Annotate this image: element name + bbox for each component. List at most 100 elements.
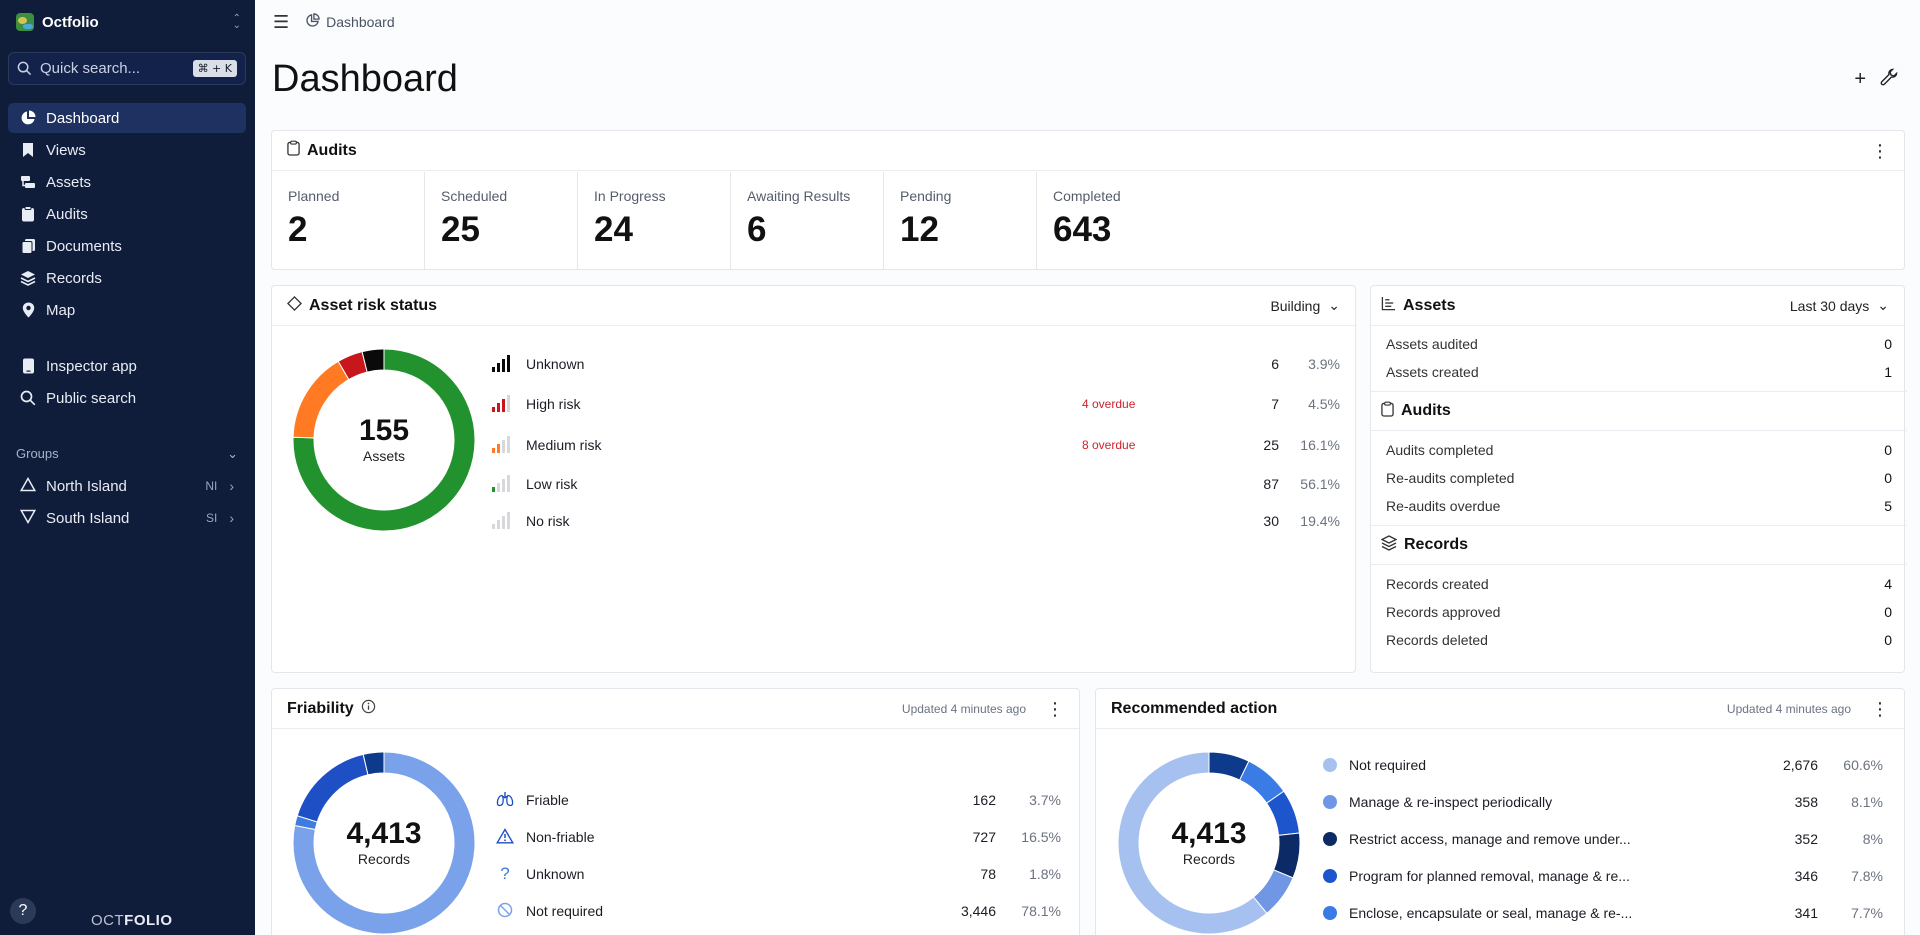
legend-count: 352 [1794,831,1818,847]
more-vertical-icon[interactable]: ⋮ [1871,698,1889,719]
building-filter[interactable]: Building ⌄ [1270,297,1340,314]
workspace-switcher[interactable]: Octfolio ⌃ ⌄ [16,12,241,32]
stat-planned[interactable]: Planned 2 [272,172,425,270]
layers-icon [1380,534,1398,556]
clipboard-icon [20,206,36,222]
risk-row-unknown[interactable]: Unknown 6 3.9% [492,353,1340,375]
risk-percent: 56.1% [1300,476,1340,492]
info-icon[interactable] [361,699,376,719]
kv-label: Assets created [1386,364,1479,380]
help-button[interactable]: ? [10,898,36,924]
risk-count: 7 [1271,396,1279,412]
legend-count: 78 [980,866,996,882]
friability-row-not-required[interactable]: Not required 3,446 78.1% [496,900,1061,922]
kv-row: Records approved 0 [1386,604,1892,620]
group-item-south-island[interactable]: South Island SI › [8,503,246,533]
risk-row-high[interactable]: High risk 4 overdue 7 4.5% [492,393,1340,415]
sidebar-item-label: Documents [46,237,122,255]
legend-label: Not required [526,903,604,919]
kv-row: Assets created 1 [1386,364,1892,380]
period-filter[interactable]: Last 30 days ⌄ [1790,297,1889,314]
group-item-north-island[interactable]: North Island NI › [8,471,246,501]
legend-percent: 78.1% [1021,903,1061,919]
stat-completed[interactable]: Completed 643 [1037,172,1190,270]
sidebar-item-public-search[interactable]: Public search [8,383,246,413]
kv-row: Re-audits completed 0 [1386,470,1892,486]
legend-label: Not required [1349,757,1427,773]
kv-label: Audits completed [1386,442,1494,458]
kv-value: 0 [1884,442,1892,458]
menu-icon[interactable]: ☰ [273,11,290,32]
donut-slice[interactable] [361,348,385,373]
clipboard-icon [287,140,300,161]
friability-row-friable[interactable]: Friable 162 3.7% [496,789,1061,811]
stat-scheduled[interactable]: Scheduled 25 [425,172,578,270]
diamond-icon [287,295,302,316]
groups-section-toggle[interactable]: Groups ⌄ [16,446,238,462]
risk-percent: 4.5% [1308,396,1340,412]
sidebar-item-inspector-app[interactable]: Inspector app [8,351,246,381]
friability-row-unknown[interactable]: ? Unknown 78 1.8% [496,863,1061,885]
stat-label: Awaiting Results [747,188,851,204]
more-vertical-icon[interactable]: ⋮ [1046,698,1064,719]
clipboard-icon [1381,401,1394,422]
add-icon[interactable]: + [1854,68,1866,90]
assets-icon [20,174,36,190]
pie-chart-outline-icon [305,13,320,31]
stat-label: Completed [1053,188,1121,204]
more-vertical-icon[interactable]: ⋮ [1871,140,1889,161]
stat-pending[interactable]: Pending 12 [884,172,1037,270]
risk-row-none[interactable]: No risk 30 19.4% [492,510,1340,532]
sidebar-item-map[interactable]: Map [8,295,246,325]
action-donut [1117,751,1301,935]
legend-count: 346 [1794,868,1818,884]
asset-risk-header: Asset risk status Building ⌄ [272,286,1355,326]
sidebar-item-label: Map [46,301,76,319]
wrench-icon[interactable] [1880,68,1898,92]
recommended-action-header: Recommended action Updated 4 minutes ago… [1096,689,1904,729]
breadcrumb[interactable]: Dashboard [326,14,395,30]
quick-search[interactable]: Quick search... ⌘ + K [8,52,246,85]
action-row[interactable]: Not required 2,676 60.6% [1323,754,1883,776]
risk-overdue[interactable]: 4 overdue [1082,397,1136,411]
donut-slice[interactable] [292,751,476,935]
sidebar-item-views[interactable]: Views [8,135,246,165]
donut-slice[interactable] [296,753,369,823]
donut-slice[interactable] [1117,751,1268,935]
signal-bars-icon [492,354,512,375]
risk-row-medium[interactable]: Medium risk 8 overdue 25 16.1% [492,434,1340,456]
action-row[interactable]: Manage & re-inspect periodically 358 8.1… [1323,791,1883,813]
kv-value: 5 [1884,498,1892,514]
section-title: Records [1404,536,1469,553]
kv-row: Assets audited 0 [1386,336,1892,352]
action-row[interactable]: Enclose, encapsulate or seal, manage & r… [1323,902,1883,924]
donut-total: 4,413 [346,817,422,850]
legend-percent: 16.5% [1021,829,1061,845]
sidebar-item-audits[interactable]: Audits [8,199,246,229]
action-row[interactable]: Restrict access, manage and remove under… [1323,828,1883,850]
stat-value: 24 [594,210,633,249]
sidebar-item-assets[interactable]: Assets [8,167,246,197]
donut-slice[interactable] [362,751,385,776]
kv-label: Records deleted [1386,632,1488,648]
kv-row: Records deleted 0 [1386,632,1892,648]
stat-awaiting-results[interactable]: Awaiting Results 6 [731,172,884,270]
sidebar-item-documents[interactable]: Documents [8,231,246,261]
legend-label: Manage & re-inspect periodically [1349,794,1553,810]
risk-name: Low risk [526,476,578,492]
friability-row-non-friable[interactable]: Non-friable 727 16.5% [495,826,1061,848]
search-placeholder: Quick search... [40,60,141,77]
sidebar-item-records[interactable]: Records [8,263,246,293]
kv-value: 0 [1884,632,1892,648]
risk-row-low[interactable]: Low risk 87 56.1% [492,473,1340,495]
stat-in-progress[interactable]: In Progress 24 [578,172,731,270]
risk-overdue[interactable]: 8 overdue [1082,438,1136,452]
donut-slice[interactable] [292,348,476,532]
sidebar-item-label: Public search [46,389,137,407]
sidebar-item-dashboard[interactable]: Dashboard [8,103,246,133]
octfolio-logo-icon [16,13,34,31]
legend-percent: 1.8% [1029,866,1061,882]
search-icon [20,390,36,406]
action-row[interactable]: Program for planned removal, manage & re… [1323,865,1883,887]
sidebar-item-label: Audits [46,205,88,223]
